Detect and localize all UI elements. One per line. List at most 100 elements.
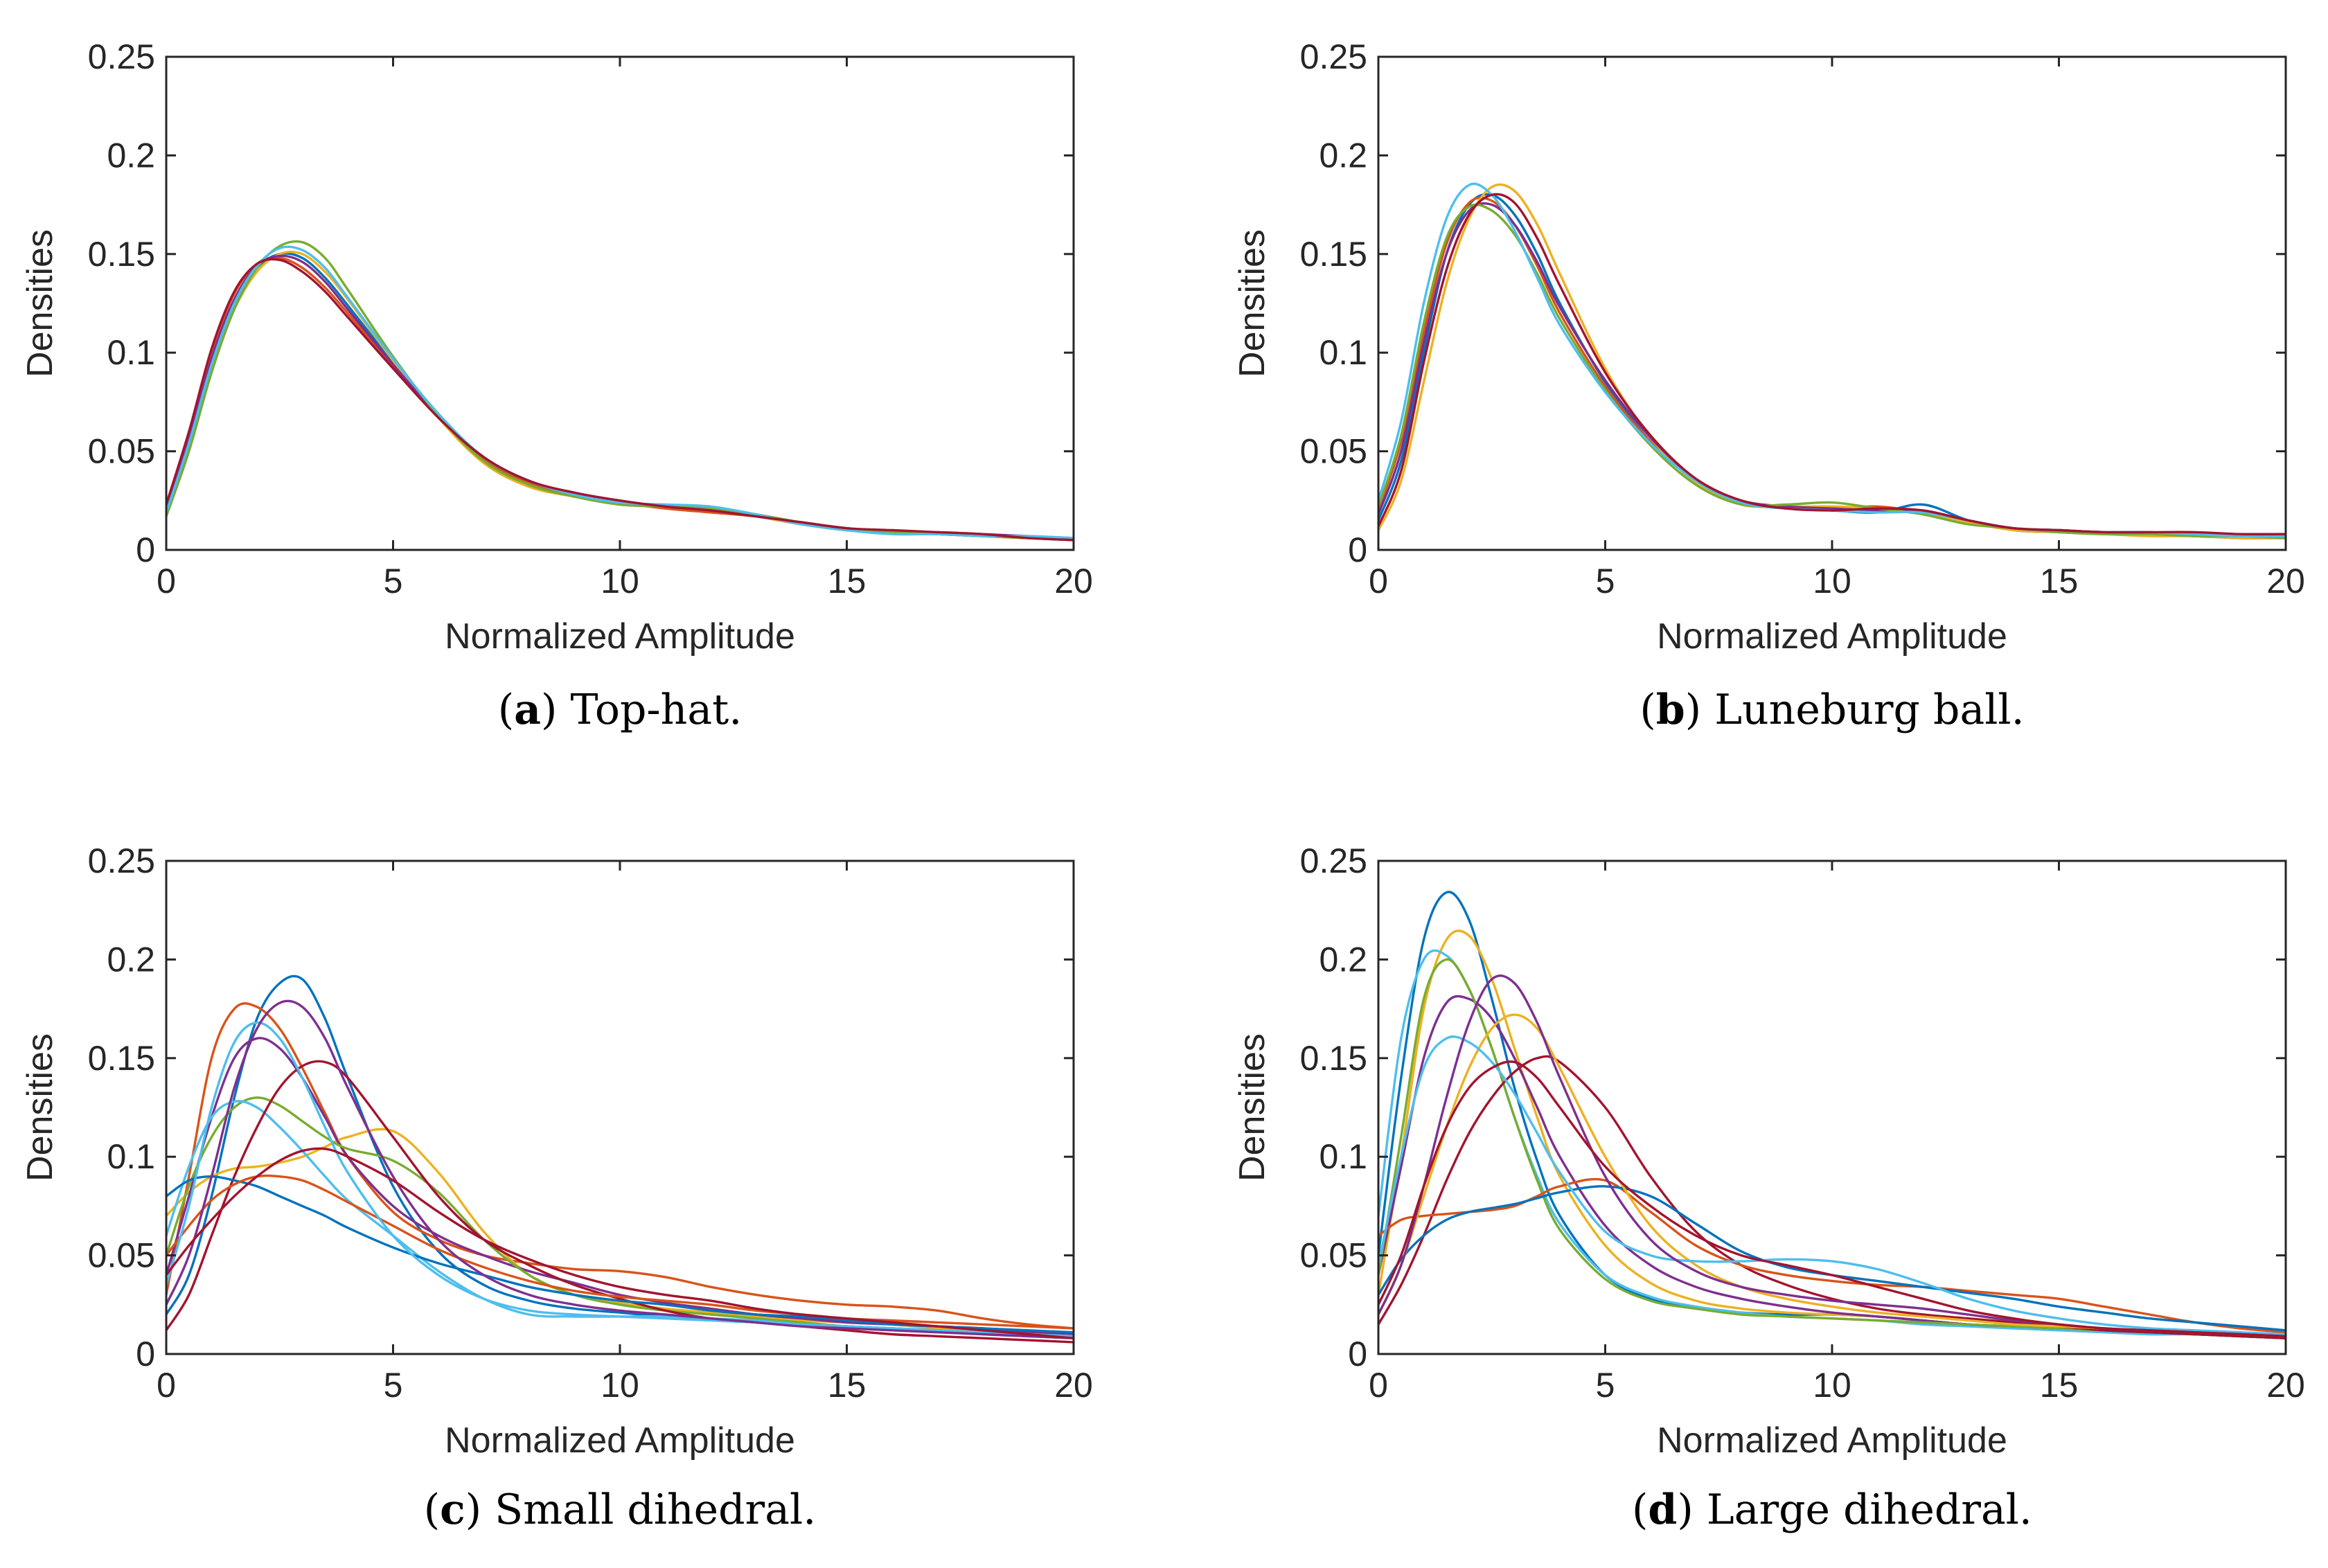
x-axis-title: Normalized Amplitude (445, 1420, 795, 1461)
y-tick-label: 0 (1348, 1335, 1367, 1373)
y-tick-label: 0.2 (1319, 940, 1367, 979)
x-axis-title: Normalized Amplitude (1657, 616, 2007, 657)
panel-caption: (d) Large dihedral. (1632, 1486, 2032, 1534)
series-group (1378, 182, 2286, 540)
series-line-2 (1378, 196, 2286, 536)
y-tick-label: 0.25 (1300, 37, 1367, 76)
series-line-12 (1378, 1060, 2286, 1338)
panel-letter: d (1648, 1486, 1677, 1534)
y-axis-title: Densities (20, 229, 60, 377)
panel-caption-text: Luneburg ball. (1714, 686, 2024, 734)
y-tick-label: 0.2 (107, 940, 155, 979)
y-tick-label: 0.1 (1319, 1137, 1367, 1176)
series-line-8 (1378, 1185, 2286, 1332)
series-group (1378, 891, 2286, 1339)
y-tick-label: 0.25 (1300, 841, 1367, 880)
axes-box (165, 859, 1075, 1355)
panel-caption-text: Large dihedral. (1707, 1486, 2032, 1534)
series-line-7 (1378, 1177, 2286, 1334)
y-tick-label: 0.25 (88, 841, 155, 880)
series-line-5 (166, 240, 1074, 542)
x-tick-label: 0 (157, 1366, 176, 1405)
series-line-3 (1378, 183, 2286, 540)
y-tick-label: 0.15 (1300, 1039, 1367, 1078)
y-tick-label: 0 (136, 531, 155, 569)
y-tick-label: 0 (1348, 531, 1367, 569)
series-line-6 (1378, 1055, 2286, 1339)
series-line-6 (1378, 182, 2286, 537)
y-axis-title: Densities (1232, 229, 1272, 377)
y-tick-label: 0.15 (1300, 235, 1367, 274)
panel-letter: c (440, 1486, 465, 1534)
y-tick-label: 0.05 (1300, 432, 1367, 471)
y-tick-label: 0.25 (88, 37, 155, 76)
x-tick-label: 5 (1596, 1366, 1615, 1405)
series-line-6 (166, 245, 1074, 540)
series-group (166, 240, 1074, 542)
x-tick-label: 15 (828, 1366, 867, 1405)
panel-c: 0 5 10 15 20 0 0.05 0.1 0.15 0.2 0.25 Normalized Am… (20, 841, 1093, 1534)
panel-b: 0 5 10 15 20 0 0.05 0.1 0.15 0.2 0.25 Normalized Am… (1232, 37, 2305, 734)
panel-letter: b (1656, 686, 1685, 734)
y-tick-label: 0.2 (1319, 136, 1367, 175)
series-line-8 (166, 1175, 1074, 1334)
series-line-10 (1378, 1035, 2286, 1336)
panel-caption-text: Small dihedral. (495, 1486, 816, 1534)
axes-box (1377, 55, 2287, 551)
y-tick-label: 0.2 (107, 136, 155, 175)
x-tick-label: 20 (2266, 1366, 2305, 1405)
x-tick-label: 5 (384, 562, 403, 600)
x-tick-label: 20 (1054, 1366, 1093, 1405)
x-tick-label: 10 (1813, 562, 1851, 600)
series-line-1 (166, 252, 1074, 542)
y-tick-label: 0 (136, 1335, 155, 1373)
panel-a: 0 5 10 15 20 0 0.05 0.1 0.15 0.2 0.25 Normalized Am… (20, 37, 1093, 734)
series-line-4 (1378, 202, 2286, 536)
series-line-7 (166, 1060, 1074, 1344)
panel-caption: (c) Small dihedral. (424, 1486, 817, 1534)
series-line-4 (166, 1037, 1074, 1336)
panel-letter: a (514, 686, 541, 734)
x-tick-label: 20 (1054, 562, 1093, 600)
panel-caption: (b) Luneburg ball. (1640, 686, 2024, 734)
x-tick-label: 0 (1369, 562, 1388, 600)
x-tick-label: 10 (601, 562, 639, 600)
series-line-4 (166, 254, 1074, 540)
x-axis-title: Normalized Amplitude (445, 616, 795, 657)
y-tick-label: 0.05 (88, 432, 155, 471)
panel-d: 0 5 10 15 20 0 0.05 0.1 0.15 0.2 0.25 Normalized Am… (1232, 841, 2305, 1534)
x-tick-label: 0 (157, 562, 176, 600)
x-tick-label: 15 (2040, 562, 2079, 600)
y-tick-label: 0.05 (1300, 1236, 1367, 1275)
axes-box (165, 55, 1075, 551)
x-tick-label: 10 (601, 1366, 639, 1405)
series-group (166, 974, 1074, 1344)
series-line-2 (166, 256, 1074, 542)
x-tick-label: 15 (828, 562, 867, 600)
x-tick-label: 20 (2266, 562, 2305, 600)
x-tick-label: 5 (1596, 562, 1615, 600)
y-axis-title: Densities (1232, 1033, 1272, 1182)
series-line-10 (166, 1021, 1074, 1338)
x-tick-label: 0 (1369, 1366, 1388, 1405)
series-line-9 (166, 1174, 1074, 1330)
series-line-2 (1378, 929, 2286, 1339)
y-tick-label: 0.1 (107, 1137, 155, 1176)
y-tick-label: 0.15 (88, 1039, 155, 1078)
y-tick-label: 0.1 (1319, 333, 1367, 372)
series-line-1 (1378, 193, 2286, 540)
x-tick-label: 10 (1813, 1366, 1851, 1405)
x-axis-title: Normalized Amplitude (1657, 1420, 2007, 1461)
series-line-7 (1378, 193, 2286, 536)
panel-caption: (a) Top-hat. (498, 686, 743, 734)
series-line-2 (166, 1002, 1074, 1330)
y-tick-label: 0.15 (88, 235, 155, 274)
series-line-3 (166, 250, 1074, 542)
series-line-7 (166, 258, 1074, 542)
y-axis-title: Densities (20, 1033, 60, 1182)
panel-caption-text: Top-hat. (571, 686, 743, 734)
x-tick-label: 5 (384, 1366, 403, 1405)
y-tick-label: 0.1 (107, 333, 155, 372)
y-tick-label: 0.05 (88, 1236, 155, 1275)
